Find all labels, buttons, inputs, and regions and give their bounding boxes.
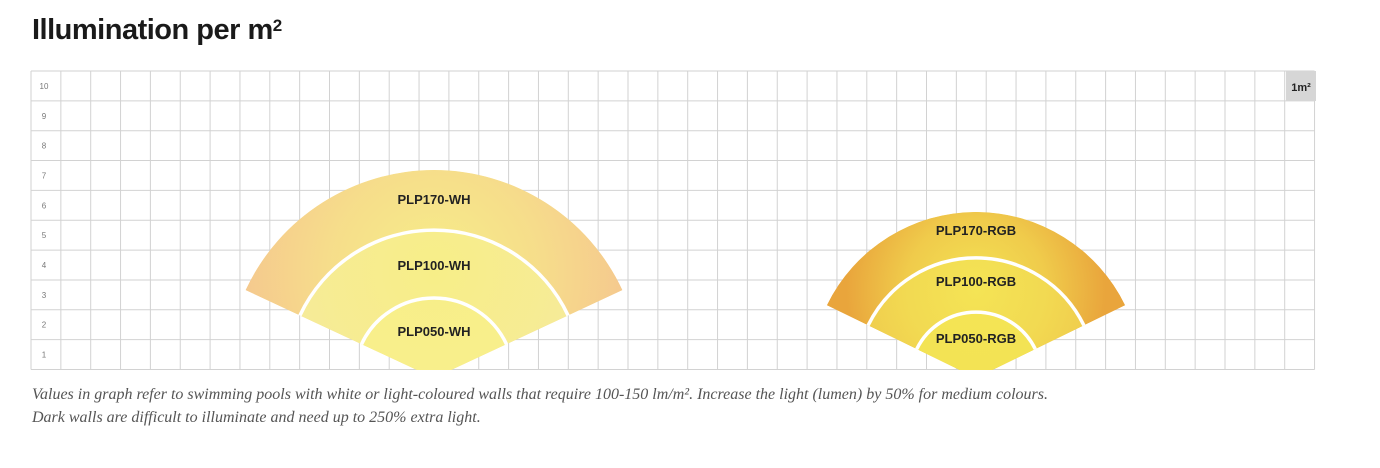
unit-cell-bg bbox=[1286, 71, 1316, 101]
page-title-superscript: 2 bbox=[272, 16, 282, 35]
fan-rgb: PLP170-RGB PLP100-RGB PLP050-RGB bbox=[826, 211, 1126, 378]
page-title-text: Illumination per m bbox=[32, 14, 273, 46]
illumination-chart: 1 2 3 4 5 6 7 8 9 10 1m² PLP170-WH PLP100-WH PLP050… bbox=[0, 70, 1380, 380]
y-tick-label: 5 bbox=[42, 231, 47, 240]
fan-separator-arc bbox=[359, 296, 509, 345]
footnote-line-1: Values in graph refer to swimming pools … bbox=[32, 386, 1048, 403]
fan-body bbox=[826, 211, 1126, 378]
fan-glow bbox=[245, 170, 623, 378]
unit-cell-label: 1m² bbox=[1291, 82, 1311, 94]
y-tick-label: 1 bbox=[42, 351, 47, 360]
footnote-line-2: Dark walls are difficult to illuminate a… bbox=[32, 409, 481, 426]
unit-cell: 1m² bbox=[1286, 71, 1316, 101]
y-tick-label: 9 bbox=[42, 112, 47, 121]
y-tick-label: 6 bbox=[42, 201, 47, 210]
fan-separator-arc bbox=[915, 310, 1037, 350]
fan-label-plp050-rgb: PLP050-RGB bbox=[936, 331, 1016, 346]
fan-label-plp100-rgb: PLP100-RGB bbox=[936, 274, 1016, 289]
illumination-fans: PLP170-WHPLP100-WHPLP050-WHPLP170-RGBPLP… bbox=[0, 170, 1380, 380]
fan-separator-arc bbox=[298, 228, 570, 317]
y-axis-ticks: 1 2 3 4 5 6 7 8 9 10 bbox=[40, 82, 49, 360]
fan-label-plp100-wh: PLP100-WH bbox=[398, 258, 471, 273]
fan-body bbox=[245, 170, 623, 378]
y-tick-label: 10 bbox=[40, 82, 49, 91]
y-tick-label: 3 bbox=[42, 291, 47, 300]
y-tick-label: 8 bbox=[42, 142, 47, 151]
y-tick-label: 7 bbox=[42, 171, 47, 180]
fan-label-plp050-wh: PLP050-WH bbox=[398, 324, 471, 339]
y-tick-label: 2 bbox=[42, 321, 47, 330]
page-title: Illumination per m2 bbox=[32, 14, 282, 47]
chart-grid bbox=[30, 70, 1316, 370]
fan-separator-arc bbox=[866, 256, 1086, 327]
fan-wh: PLP170-WH PLP100-WH PLP050-WH bbox=[245, 170, 623, 378]
fan-label-plp170-wh: PLP170-WH bbox=[398, 192, 471, 207]
y-tick-label: 4 bbox=[42, 261, 47, 270]
fan-label-plp170-rgb: PLP170-RGB bbox=[936, 223, 1016, 238]
footnote: Values in graph refer to swimming pools … bbox=[32, 383, 1048, 429]
grid-bottom-mask bbox=[0, 370, 1380, 380]
